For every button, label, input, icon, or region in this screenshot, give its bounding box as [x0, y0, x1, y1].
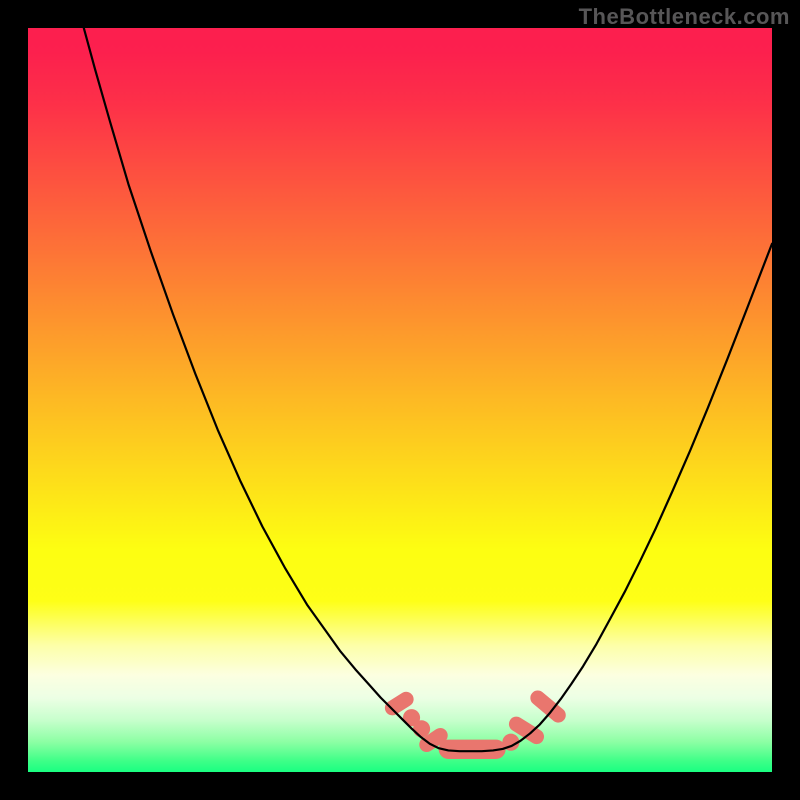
- watermark-text: TheBottleneck.com: [579, 4, 790, 30]
- bottleneck-curve: [28, 28, 772, 772]
- chart-inner: [28, 28, 772, 772]
- chart-stage: TheBottleneck.com: [0, 0, 800, 800]
